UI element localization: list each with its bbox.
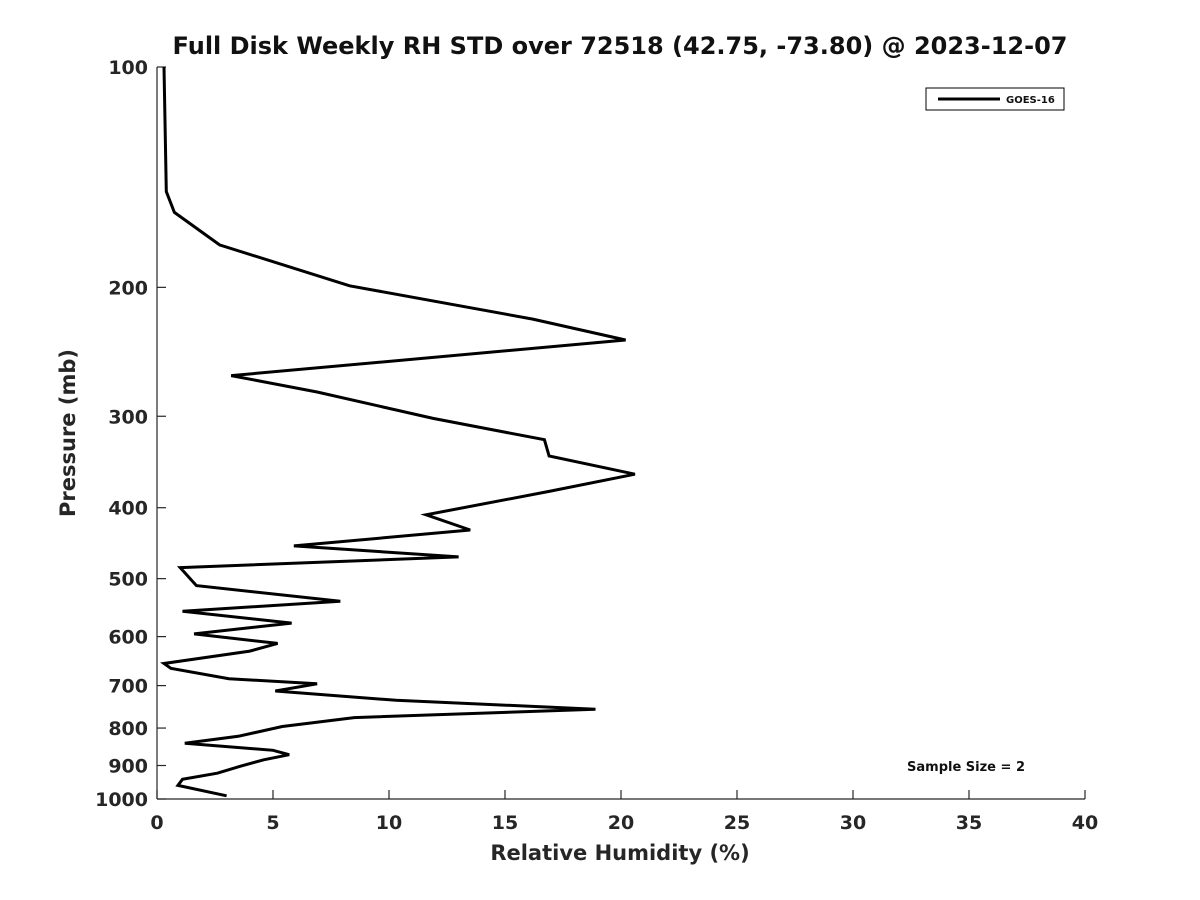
x-tick-label: 35	[956, 812, 982, 834]
x-axis-label: Relative Humidity (%)	[490, 841, 749, 865]
x-tick-label: 40	[1072, 812, 1098, 834]
x-tick-label: 20	[608, 812, 634, 834]
y-tick-label: 400	[108, 498, 148, 520]
x-tick-label: 25	[724, 812, 750, 834]
legend: GOES-16	[925, 87, 1065, 111]
y-tick-label: 800	[108, 718, 148, 740]
axes: 0 5 10 15 20 25 30 35 40 100 200 300 400 500 600 700 800…	[95, 57, 1098, 834]
x-tick-label: 15	[492, 812, 518, 834]
y-tick-label: 1000	[95, 789, 148, 811]
plot-area	[160, 66, 636, 798]
y-tick-label: 500	[108, 569, 148, 591]
chart-title: Full Disk Weekly RH STD over 72518 (42.7…	[173, 32, 1068, 60]
legend-label-goes-16: GOES-16	[1006, 95, 1055, 106]
y-tick-label: 100	[108, 57, 148, 79]
y-tick-label: 900	[108, 756, 148, 778]
y-tick-label: 600	[108, 627, 148, 649]
x-tick-label: 5	[266, 812, 279, 834]
y-tick-label: 300	[108, 406, 148, 428]
x-tick-label: 10	[376, 812, 402, 834]
x-tick-label: 30	[840, 812, 866, 834]
series-line-goes-16	[160, 66, 636, 798]
sample-size-annotation: Sample Size = 2	[907, 760, 1025, 775]
y-tick-label: 200	[108, 277, 148, 299]
y-axis-label: Pressure (mb)	[56, 349, 80, 517]
x-tick-label: 0	[150, 812, 163, 834]
y-tick-label: 700	[108, 676, 148, 698]
